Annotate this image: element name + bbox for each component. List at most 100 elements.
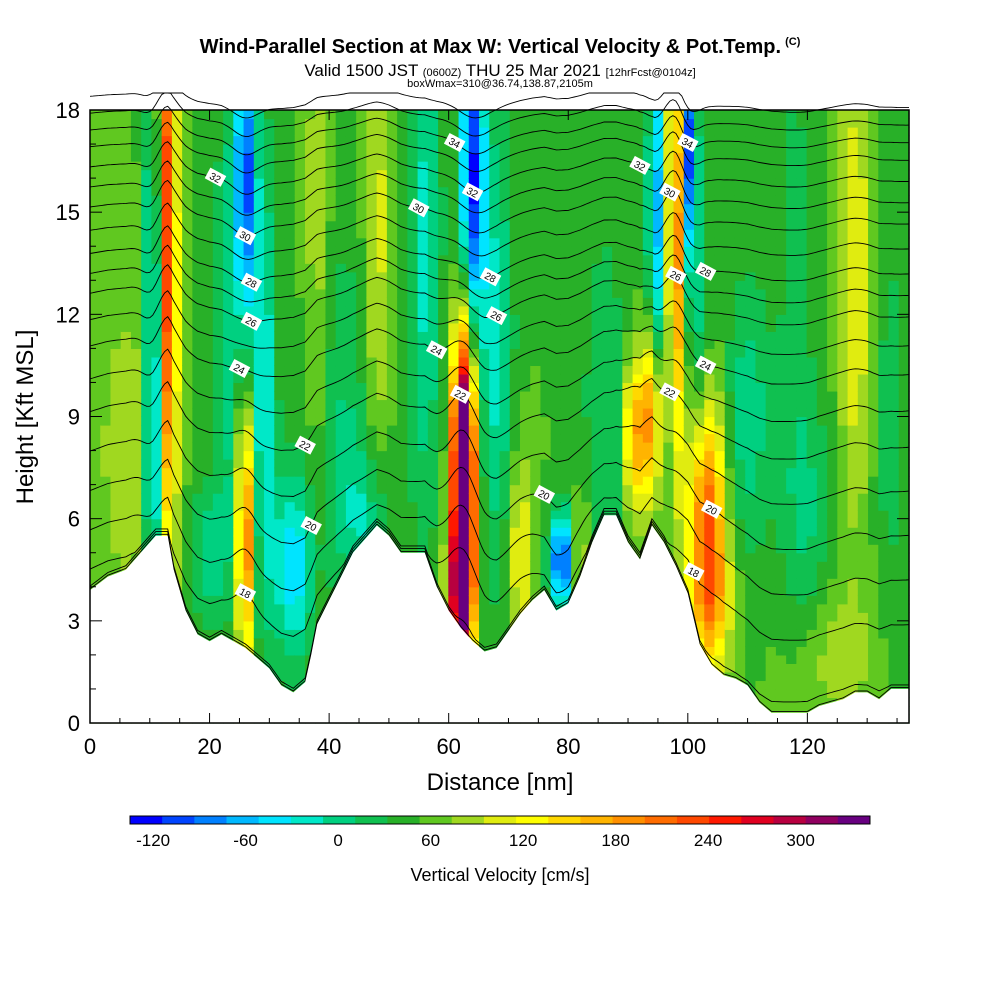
velocity-cell xyxy=(294,399,306,409)
velocity-cell xyxy=(734,356,746,367)
velocity-cell xyxy=(663,110,675,120)
velocity-cell xyxy=(479,118,490,128)
velocity-cell xyxy=(356,373,368,384)
velocity-cell xyxy=(335,212,347,222)
velocity-cell xyxy=(530,544,542,554)
velocity-cell xyxy=(622,407,634,418)
velocity-cell xyxy=(683,331,695,341)
velocity-cell xyxy=(509,127,521,137)
velocity-cell xyxy=(90,552,101,562)
velocity-cell xyxy=(315,595,327,605)
velocity-cell xyxy=(499,365,511,375)
velocity-cell xyxy=(243,450,255,460)
velocity-cell xyxy=(171,348,183,358)
velocity-cell xyxy=(130,459,142,469)
velocity-cell xyxy=(694,552,705,562)
velocity-cell xyxy=(765,501,777,511)
velocity-cell xyxy=(120,442,132,452)
velocity-cell xyxy=(212,561,224,571)
velocity-cell xyxy=(120,322,132,332)
chart-subtitle: Valid 1500 JST (0600Z) THU 25 Mar 2021 [… xyxy=(0,61,1000,81)
velocity-cell xyxy=(642,356,654,367)
velocity-cell xyxy=(386,493,398,503)
velocity-cell xyxy=(304,135,316,145)
velocity-cell xyxy=(755,246,767,256)
velocity-cell xyxy=(601,382,613,392)
velocity-cell xyxy=(468,493,480,503)
velocity-cell xyxy=(571,314,582,324)
velocity-cell xyxy=(571,169,582,179)
velocity-cell xyxy=(325,586,337,596)
velocity-cell xyxy=(642,501,654,511)
velocity-cell xyxy=(540,416,552,426)
velocity-cell xyxy=(704,612,716,622)
velocity-cell xyxy=(345,263,357,273)
velocity-cell xyxy=(653,442,664,452)
velocity-cell xyxy=(100,314,112,324)
velocity-cell xyxy=(376,161,388,171)
velocity-cell xyxy=(376,382,388,392)
velocity-cell xyxy=(775,595,787,605)
velocity-cell xyxy=(325,382,337,392)
velocity-cell xyxy=(294,127,306,137)
velocity-cell xyxy=(786,254,797,264)
velocity-cell xyxy=(612,161,623,171)
velocity-cell xyxy=(530,476,542,486)
valid-time-utc: (0600Z) xyxy=(422,67,462,79)
velocity-cell xyxy=(264,527,275,537)
velocity-cell xyxy=(100,527,112,537)
velocity-cell xyxy=(489,373,501,384)
velocity-cell xyxy=(223,510,234,520)
velocity-cell xyxy=(335,544,347,554)
velocity-cell xyxy=(642,365,654,375)
velocity-cell xyxy=(632,459,644,469)
velocity-cell xyxy=(304,288,316,298)
velocity-cell xyxy=(540,271,552,281)
velocity-cell xyxy=(714,535,726,545)
velocity-cell xyxy=(745,373,757,384)
velocity-cell xyxy=(734,186,746,196)
velocity-cell xyxy=(755,220,767,230)
velocity-cell xyxy=(264,484,275,494)
velocity-cell xyxy=(745,348,757,358)
velocity-cell xyxy=(683,493,695,503)
velocity-cell xyxy=(182,195,193,205)
velocity-cell xyxy=(407,527,419,537)
velocity-cell xyxy=(519,348,531,358)
velocity-cell xyxy=(192,212,204,222)
velocity-cell xyxy=(253,161,265,171)
velocity-cell xyxy=(530,552,542,562)
velocity-cell xyxy=(397,314,408,324)
velocity-cell xyxy=(335,442,347,452)
velocity-cell xyxy=(540,459,552,469)
velocity-cell xyxy=(202,612,214,622)
velocity-cell xyxy=(591,425,603,435)
velocity-cell xyxy=(284,518,296,528)
velocity-cell xyxy=(765,152,777,162)
velocity-cell xyxy=(786,586,797,596)
velocity-cell xyxy=(530,578,542,588)
velocity-cell xyxy=(653,518,664,528)
velocity-cell xyxy=(284,135,296,145)
velocity-cell xyxy=(438,586,449,596)
velocity-cell xyxy=(141,459,153,469)
velocity-cell xyxy=(223,450,234,460)
velocity-cell xyxy=(755,254,767,264)
velocity-cell xyxy=(182,535,193,545)
velocity-cell xyxy=(192,356,204,367)
velocity-cell xyxy=(304,237,316,247)
velocity-cell xyxy=(694,212,705,222)
velocity-cell xyxy=(130,493,142,503)
velocity-cell xyxy=(786,144,797,154)
velocity-cell xyxy=(243,169,255,179)
velocity-cell xyxy=(376,442,388,452)
velocity-cell xyxy=(694,297,705,307)
velocity-cell xyxy=(264,314,275,324)
velocity-cell xyxy=(704,229,716,239)
chart-title: Wind-Parallel Section at Max W: Vertical… xyxy=(0,36,1000,59)
velocity-cell xyxy=(110,314,122,324)
velocity-cell xyxy=(253,620,265,630)
velocity-cell xyxy=(540,322,552,332)
velocity-cell xyxy=(243,382,255,392)
velocity-cell xyxy=(775,688,787,699)
